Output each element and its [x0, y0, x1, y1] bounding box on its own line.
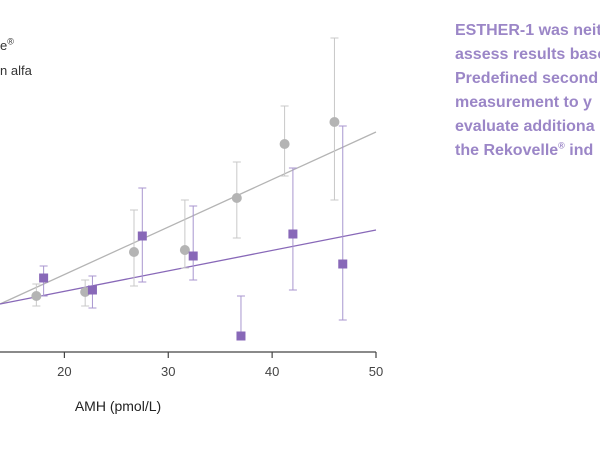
- data-point-circle: [128, 247, 139, 257]
- data-point-circle: [31, 291, 42, 301]
- trend-line-square: [0, 229, 377, 305]
- trend-lines: [0, 131, 377, 305]
- x-tick-label: 30: [161, 364, 175, 379]
- data-point-circle: [231, 193, 242, 203]
- study-note-line-6: the Rekovelle® ind: [455, 139, 600, 163]
- study-note-line-2: assess results base: [455, 46, 600, 63]
- data-point-square: [288, 229, 298, 239]
- legend-entry-rekovelle: e®: [0, 36, 14, 53]
- study-note-line-6-text: the Rekovelle: [455, 142, 559, 159]
- trend-line-circle: [0, 131, 377, 305]
- data-point-square: [338, 259, 348, 269]
- data-point-square: [39, 273, 49, 283]
- data-point-circle: [329, 117, 340, 127]
- study-note-line-5: evaluate additiona: [455, 118, 595, 135]
- study-note-line-3: Predefined second: [455, 70, 599, 87]
- x-axis: 20 30 40 50: [0, 351, 383, 379]
- data-point-circle: [279, 139, 290, 149]
- legend-entry-alfa: n alfa: [0, 63, 32, 78]
- study-note: ESTHER-1 was neit assess results base Pr…: [455, 19, 600, 163]
- x-tick-label: 50: [369, 364, 383, 379]
- data-point-square: [236, 331, 246, 341]
- data-points: [31, 117, 348, 341]
- study-note-line-4: measurement to y: [455, 94, 592, 111]
- study-note-line-6-tail: ind: [564, 142, 594, 159]
- registered-mark: ®: [7, 36, 14, 47]
- data-point-square: [188, 251, 198, 261]
- x-tick-label: 40: [265, 364, 279, 379]
- x-axis-label: AMH (pmol/L): [75, 398, 161, 414]
- study-note-line-1: ESTHER-1 was neit: [455, 22, 600, 39]
- registered-mark: ®: [558, 140, 565, 151]
- error-bars: [32, 37, 347, 337]
- data-point-circle: [80, 287, 91, 297]
- data-point-circle: [179, 245, 190, 255]
- x-tick-label: 20: [57, 364, 71, 379]
- data-point-square: [137, 231, 147, 241]
- legend-entry-rekovelle-text: e: [0, 38, 8, 53]
- data-point-square: [87, 285, 97, 295]
